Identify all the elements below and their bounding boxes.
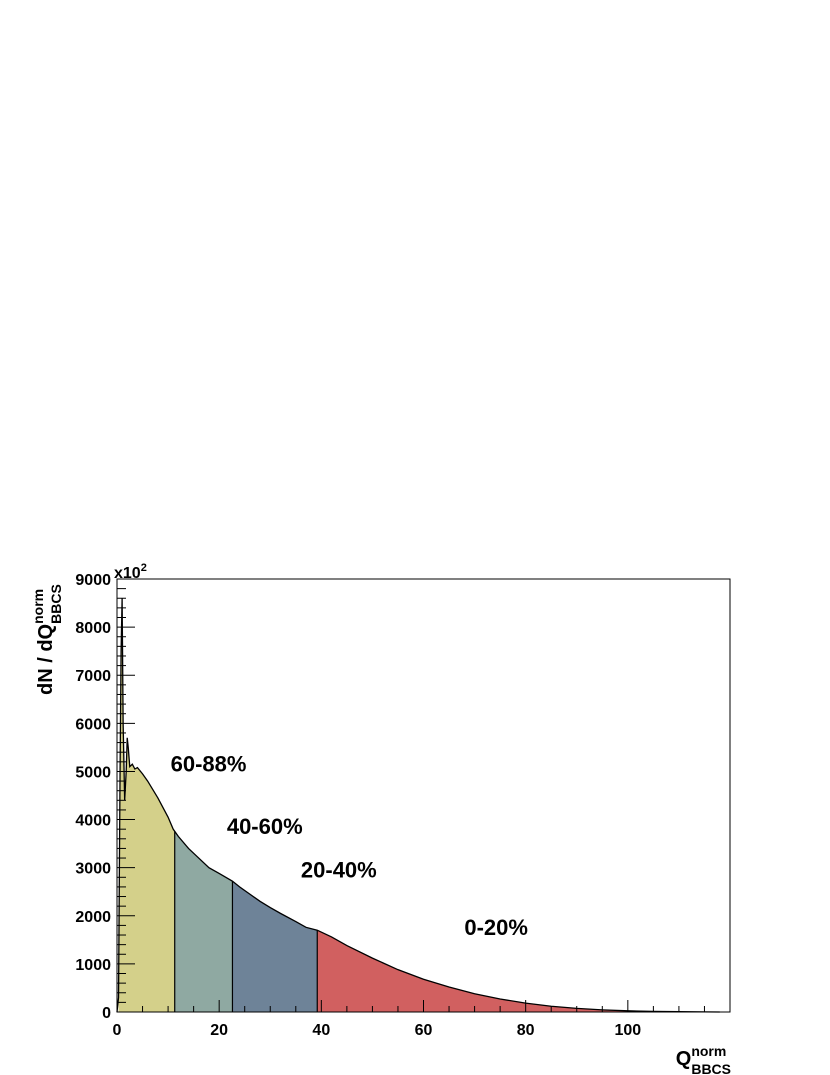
y-tick-label: 2000 xyxy=(75,909,111,926)
region-fill-3 xyxy=(317,930,720,1012)
y-tick-label: 7000 xyxy=(75,668,111,685)
histogram-curve xyxy=(116,598,720,1013)
x-axis-title: Qnorm BBCS xyxy=(676,1043,731,1075)
region-label-1: 40-60% xyxy=(227,814,303,839)
y-tick-label: 5000 xyxy=(75,764,111,781)
curve-line xyxy=(116,598,720,1013)
region-label-0: 60-88% xyxy=(171,751,247,776)
x-axis: 0 20 40 60 80 100 xyxy=(113,1000,705,1039)
y-tick-label: 6000 xyxy=(75,716,111,733)
region-fill-0 xyxy=(118,598,175,1012)
x-tick-label: 40 xyxy=(312,1022,330,1039)
y-multiplier: x102 xyxy=(114,562,147,582)
region-labels: 60-88% 40-60% 20-40% 0-20% xyxy=(171,751,528,940)
region-fill-2 xyxy=(232,881,318,1012)
y-tick-label: 8000 xyxy=(75,620,111,637)
x-tick-label: 0 xyxy=(113,1022,122,1039)
x-tick-label: 60 xyxy=(415,1022,433,1039)
x-tick-label: 20 xyxy=(210,1022,228,1039)
region-label-3: 0-20% xyxy=(464,915,528,940)
y-tick-label: 1000 xyxy=(75,957,111,974)
y-tick-label: 4000 xyxy=(75,813,111,830)
y-axis-title: dN / dQnorm BBCS xyxy=(30,584,64,695)
x-tick-label: 80 xyxy=(517,1022,535,1039)
y-axis: 0 1000 2000 3000 4000 5000 6000 7000 8000 9000 xyxy=(75,572,135,1022)
x-tick-label: 100 xyxy=(614,1022,641,1039)
y-tick-label: 0 xyxy=(102,1005,111,1022)
y-tick-label: 9000 xyxy=(75,572,111,589)
region-fills xyxy=(118,598,720,1012)
region-label-2: 20-40% xyxy=(301,857,377,882)
region-fill-1 xyxy=(174,831,233,1012)
y-tick-label: 3000 xyxy=(75,861,111,878)
